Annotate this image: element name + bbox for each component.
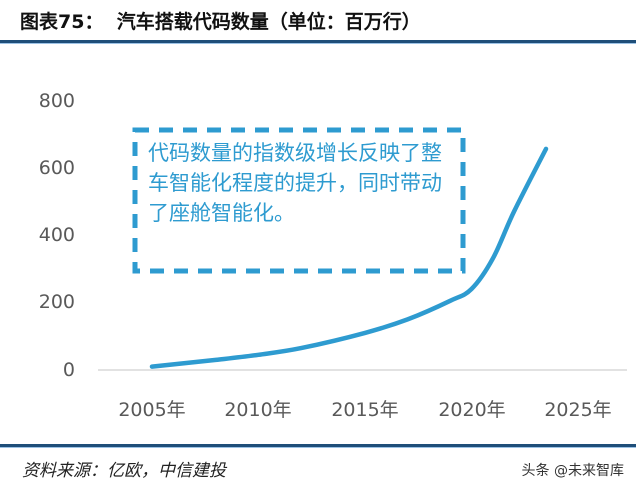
y-tick: 200 [39, 291, 75, 313]
y-tick: 600 [39, 157, 75, 179]
x-tick: 2005年 [118, 399, 185, 421]
y-axis-ticks: 800 600 400 200 0 [39, 90, 75, 381]
x-tick: 2015年 [331, 399, 398, 421]
bottom-rule-divider [0, 444, 636, 448]
y-tick: 400 [39, 224, 75, 246]
series-line [149, 146, 549, 369]
y-tick: 800 [39, 90, 75, 112]
x-axis-ticks: 2005年 2010年 2015年 2020年 2025年 [118, 399, 611, 421]
figure-label: 图表75： [20, 11, 104, 33]
x-tick: 2010年 [224, 399, 291, 421]
figure-title: 图表75： 汽车搭载代码数量（单位：百万行） [20, 7, 421, 34]
x-tick: 2020年 [438, 399, 505, 421]
annotation-box [132, 127, 466, 274]
x-tick: 2025年 [544, 399, 611, 421]
annotation-text: 代码数量的指数级增长反映了整车智能化程度的提升，同时带动了座舱智能化。 [148, 141, 442, 225]
source-note: 资料来源：亿欧，中信建投 [22, 461, 226, 481]
top-rule-divider [0, 40, 636, 44]
y-tick: 0 [63, 359, 75, 381]
chart-title: 汽车搭载代码数量（单位：百万行） [116, 11, 421, 33]
watermark: 头条 @未来智库 [521, 463, 624, 479]
